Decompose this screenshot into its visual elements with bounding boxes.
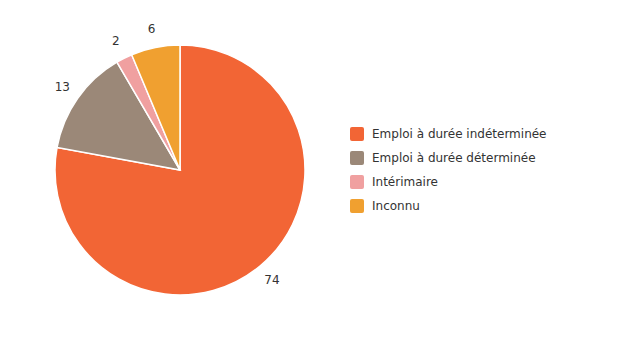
chart-svg: 741326Emploi à durée indéterminéeEmploi … — [0, 0, 640, 340]
chart-container: 741326Emploi à durée indéterminéeEmploi … — [0, 0, 640, 340]
legend-label: Emploi à durée déterminée — [372, 151, 536, 165]
data-label: 6 — [148, 22, 156, 36]
data-labels: 74 13 2 6 — [55, 22, 280, 287]
data-label: 13 — [55, 80, 70, 94]
pie-slice — [132, 45, 180, 170]
pie-slice — [55, 45, 305, 295]
data-label: 2 — [112, 34, 120, 48]
legend-swatch — [350, 199, 364, 213]
legend: Emploi à durée indéterminée Emploi à duré… — [350, 127, 547, 213]
data-label: 74 — [264, 273, 279, 287]
slices — [55, 45, 305, 295]
legend-swatch — [350, 151, 364, 165]
legend-swatch — [350, 175, 364, 189]
legend-swatch — [350, 127, 364, 141]
legend-label: Inconnu — [372, 199, 420, 213]
legend-label: Emploi à durée indéterminée — [372, 127, 547, 141]
legend-label: Intérimaire — [372, 175, 438, 189]
